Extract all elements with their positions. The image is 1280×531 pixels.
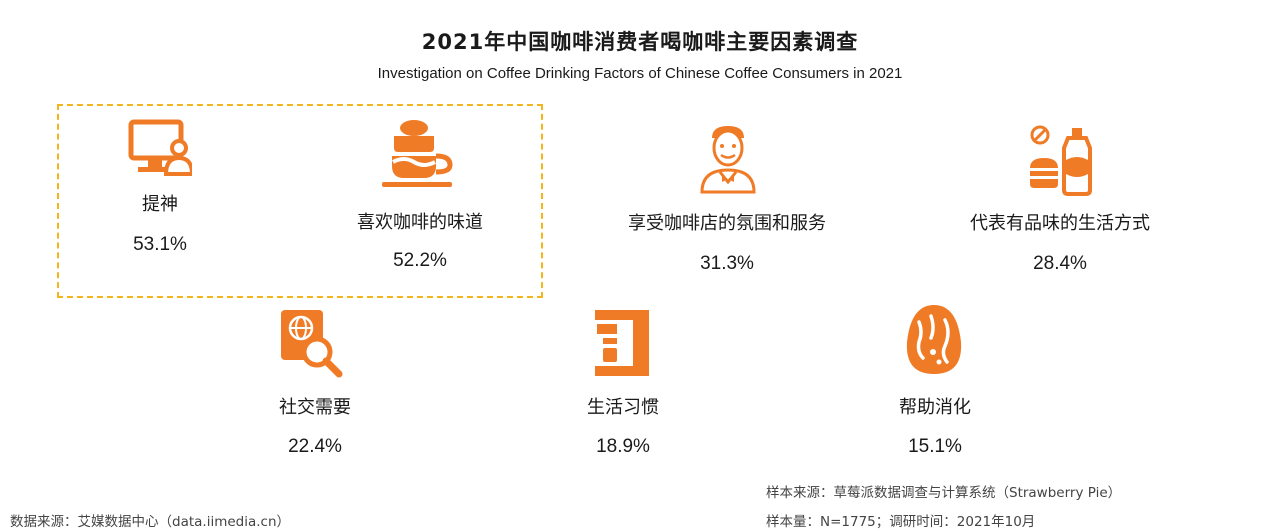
factor-item-atmosphere: 享受咖啡店的氛围和服务 31.3% bbox=[612, 124, 842, 284]
globe-search-icon bbox=[281, 310, 343, 378]
highlight-box bbox=[57, 104, 543, 298]
sample-source-note: 样本来源：草莓派数据调查与计算系统（Strawberry Pie） bbox=[766, 485, 1122, 501]
factor-item-taste: 喜欢咖啡的味道 52.2% bbox=[320, 118, 520, 278]
factor-item-habit: 生活习惯 18.9% bbox=[553, 308, 693, 468]
data-source-note: 数据来源：艾媒数据中心（data.iimedia.cn） bbox=[10, 514, 291, 530]
waiter-icon bbox=[700, 126, 756, 194]
factor-label: 提神 bbox=[142, 194, 178, 215]
factor-label: 帮助消化 bbox=[899, 397, 971, 418]
factor-label: 社交需要 bbox=[279, 397, 351, 418]
factor-value: 52.2% bbox=[393, 250, 447, 271]
factor-item-digestion: 帮助消化 15.1% bbox=[855, 302, 1015, 472]
factor-item-refresh: 提神 53.1% bbox=[90, 118, 230, 268]
sample-info-note: 样本量：N=1775；调研时间：2021年10月 bbox=[766, 514, 1036, 530]
chart-subtitle: Investigation on Coffee Drinking Factors… bbox=[377, 65, 903, 82]
factor-label: 生活习惯 bbox=[587, 397, 659, 418]
factor-value: 22.4% bbox=[288, 436, 342, 457]
factor-item-social: 社交需要 22.4% bbox=[245, 308, 385, 468]
factor-value: 31.3% bbox=[700, 253, 754, 274]
chart-title: 2021年中国咖啡消费者喝咖啡主要因素调查 bbox=[421, 30, 859, 54]
factor-item-lifestyle: 代表有品味的生活方式 28.4% bbox=[940, 124, 1180, 284]
factor-label: 享受咖啡店的氛围和服务 bbox=[628, 213, 826, 234]
burger-drink-icon bbox=[1030, 125, 1092, 196]
factor-label: 代表有品味的生活方式 bbox=[970, 213, 1150, 234]
factor-value: 53.1% bbox=[133, 234, 187, 255]
factor-value: 28.4% bbox=[1033, 253, 1087, 274]
coffee-machine-icon bbox=[595, 310, 649, 376]
computer-user-icon bbox=[128, 119, 192, 176]
coffee-cup-icon bbox=[382, 120, 453, 187]
factor-value: 18.9% bbox=[596, 436, 650, 457]
factor-label: 喜欢咖啡的味道 bbox=[357, 212, 483, 233]
factor-value: 15.1% bbox=[908, 436, 962, 457]
egg-icon bbox=[906, 305, 962, 374]
